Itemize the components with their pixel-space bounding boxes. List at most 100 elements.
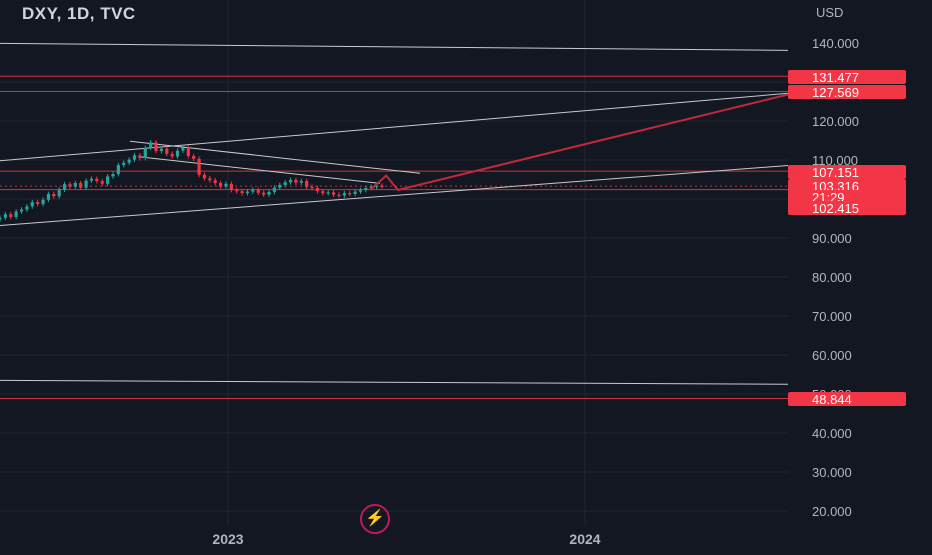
lightning-bolt-icon: ⚡ [365, 510, 385, 527]
candle-body [186, 147, 190, 157]
price-label-bg [788, 190, 906, 204]
axis-tick-label: 120.000 [812, 114, 859, 129]
candle-body [224, 183, 228, 187]
time-axis-label: 2024 [569, 531, 600, 547]
candle-body [57, 189, 61, 197]
candle-body [106, 176, 110, 184]
candle-body [159, 148, 164, 152]
price-labels: 131.477127.569107.151103.31621:29102.415… [788, 70, 906, 407]
candle-body [380, 185, 384, 187]
candle-body [122, 162, 126, 166]
candle-body [116, 165, 120, 175]
price-label: 127.569 [788, 85, 906, 100]
candle-body [288, 179, 293, 183]
trendline[interactable] [0, 42, 789, 51]
price-label: 107.151 [788, 165, 906, 180]
candle-body [310, 186, 314, 189]
axis-tick-label: 30.000 [812, 465, 852, 480]
candle-body [256, 189, 260, 193]
candle-body [41, 199, 45, 205]
price-label-bg [788, 165, 906, 179]
axis-tick-label: 80.000 [812, 270, 852, 285]
candle-body [111, 174, 115, 177]
candle-body [283, 182, 287, 185]
horizontal-levels [0, 75, 788, 400]
candle-body [143, 147, 147, 159]
candle-body [321, 191, 325, 194]
candle-body [84, 180, 88, 188]
candle-body [213, 180, 217, 184]
candle-body [14, 211, 18, 217]
candle-body [375, 185, 379, 187]
axis-tick-label: 140.000 [812, 36, 859, 51]
candle-body [240, 191, 244, 194]
trendline[interactable] [0, 379, 789, 385]
candle-body [192, 156, 196, 159]
candle-body [364, 188, 368, 191]
candle-body [181, 147, 185, 151]
candle-body [19, 209, 24, 212]
chart-title: DXY, 1D, TVC [22, 4, 136, 23]
axis-tick-label: 20.000 [812, 504, 852, 519]
price-label-text: 127.569 [812, 85, 859, 100]
price-label: 102.415 [788, 201, 906, 216]
candle-body [267, 191, 271, 195]
price-label-text: 102.415 [812, 201, 859, 216]
trendline[interactable] [0, 164, 789, 227]
candle-body [0, 217, 2, 220]
candle-body [149, 142, 153, 148]
price-label-text: 131.477 [812, 70, 859, 85]
price-label: 131.477 [788, 70, 906, 85]
time-axis[interactable]: 2023 2024 [212, 531, 600, 547]
candle-body [95, 178, 99, 182]
price-label-bg [788, 201, 906, 215]
candle-body [165, 148, 169, 154]
candle-body [79, 183, 83, 188]
tradingview-logo-button[interactable]: ⚡ [360, 504, 390, 534]
price-candles [0, 140, 384, 222]
grid-lines [0, 0, 788, 526]
axis-currency-label: USD [816, 5, 843, 20]
trendline[interactable] [0, 92, 789, 162]
axis-tick-label: 40.000 [812, 426, 852, 441]
candle-body [73, 183, 77, 187]
candle-body [170, 153, 174, 157]
candle-body [202, 174, 207, 179]
candle-body [9, 214, 13, 217]
candle-body [3, 214, 7, 218]
candle-body [331, 192, 336, 195]
candle-body [208, 178, 212, 181]
candle-body [30, 202, 34, 207]
candle-body [175, 150, 180, 157]
price-label-text: 48.844 [812, 392, 852, 407]
axis-tick-label: 60.000 [812, 348, 852, 363]
projection-line[interactable] [369, 93, 789, 192]
candle-body [62, 184, 67, 190]
price-label-bg [788, 392, 906, 406]
trendlines[interactable] [0, 42, 789, 385]
projection-path[interactable] [369, 93, 789, 192]
candle-body [342, 193, 346, 196]
candle-body [25, 206, 29, 210]
candle-body [358, 190, 363, 192]
price-label-bg [788, 179, 906, 193]
axis-tick-label: 90.000 [812, 231, 852, 246]
candle-body [305, 181, 309, 187]
trendline[interactable] [129, 140, 421, 174]
candle-body [337, 194, 341, 196]
trendline[interactable] [139, 156, 381, 184]
candle-body [197, 158, 201, 175]
candle-body [46, 193, 51, 200]
price-axis[interactable]: USD 140.000 120.000 110.000 90.000 80.000 70.0… [812, 5, 859, 519]
candle-body [100, 181, 104, 184]
price-label-bg [788, 70, 906, 84]
candle-body [235, 190, 239, 192]
candle-body [299, 181, 303, 183]
candle-body [154, 142, 158, 152]
candle-body [272, 187, 276, 192]
candle-body [315, 188, 320, 192]
candle-body [229, 183, 233, 191]
candle-body [132, 155, 137, 160]
